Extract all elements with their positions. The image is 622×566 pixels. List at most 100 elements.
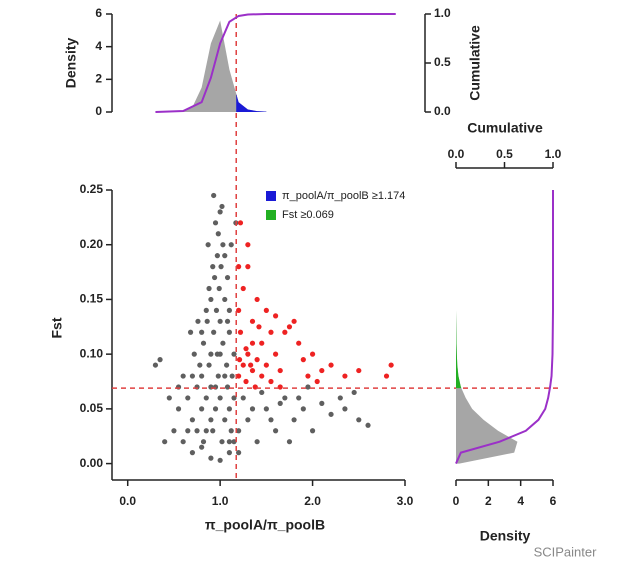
x-tick-label: 3.0 [397,494,414,508]
point [180,373,186,379]
point [222,417,228,423]
point [204,318,210,324]
point [249,367,256,374]
y-tick-label: 0.25 [80,182,104,196]
point [259,389,265,396]
point [222,253,228,259]
point [231,395,237,401]
point [214,253,220,259]
watermark: SCIPainter [534,544,598,559]
point [268,329,274,335]
point [236,264,242,270]
point [277,400,283,406]
y2-tick-label: 1.0 [434,6,451,20]
point [236,307,242,313]
point [328,411,334,417]
point [228,428,234,434]
top-y-label: Density [63,38,79,89]
point [208,455,214,461]
point [337,395,343,401]
point [263,362,269,368]
point [195,318,201,324]
point [203,428,209,434]
point [286,439,293,445]
point [245,417,251,423]
y-tick-label: 0.15 [80,292,104,306]
point [197,362,203,368]
point [205,242,211,248]
point [309,351,316,357]
point [254,439,260,445]
point [212,220,219,226]
legend-label: Fst ≥0.069 [282,209,334,221]
point [199,406,205,412]
point [157,357,163,363]
point [243,346,249,352]
point [248,362,254,368]
x-axis-label: π_poolA/π_poolB [205,517,325,533]
point [296,395,302,401]
density-highlight [236,93,267,112]
point [356,367,362,374]
point [189,373,196,379]
point [263,406,269,412]
point [319,400,325,406]
x2-tick-label: 0.0 [448,147,465,161]
point [245,242,251,248]
point [365,422,371,428]
x-tick-label: 0 [453,494,460,508]
point [217,209,223,215]
point [206,285,212,292]
point [342,373,348,379]
point [219,203,225,210]
point [211,274,218,281]
point [351,389,357,396]
point [254,357,260,363]
y-tick-label: 2 [95,72,102,86]
point [236,428,242,434]
y2-tick-label: 0.5 [434,55,451,69]
point [249,318,256,324]
cumulative-line [455,190,554,464]
point [185,428,191,434]
point [272,313,279,319]
point [152,362,159,368]
point [219,439,225,445]
point [224,362,230,368]
point [296,340,302,346]
point [254,296,260,303]
point [226,406,232,412]
density-area [456,310,518,464]
point [226,439,232,445]
point [208,351,214,357]
point [212,406,219,412]
y-tick-label: 0.05 [80,401,104,415]
point [342,406,348,412]
legend-swatch [266,191,276,201]
point [162,439,168,445]
point [245,264,251,270]
legend-label: π_poolA/π_poolB ≥1.174 [282,190,405,202]
point [166,395,172,401]
point [213,307,220,313]
x-tick-label: 2.0 [304,494,321,508]
y-axis-label: Fst [49,317,65,338]
point [180,439,186,445]
point [229,373,235,379]
y-tick-label: 0.20 [80,237,104,251]
point [231,351,237,357]
point [300,357,306,363]
density-highlight [456,310,462,389]
point [217,395,223,401]
point [206,362,212,368]
point [187,329,194,335]
y-tick-label: 0.00 [80,456,104,470]
point [305,384,311,390]
point [314,378,320,385]
y-tick-label: 4 [95,39,102,53]
point [222,296,228,303]
point [217,351,223,357]
point [259,340,265,346]
point [224,274,231,281]
point [268,417,274,423]
